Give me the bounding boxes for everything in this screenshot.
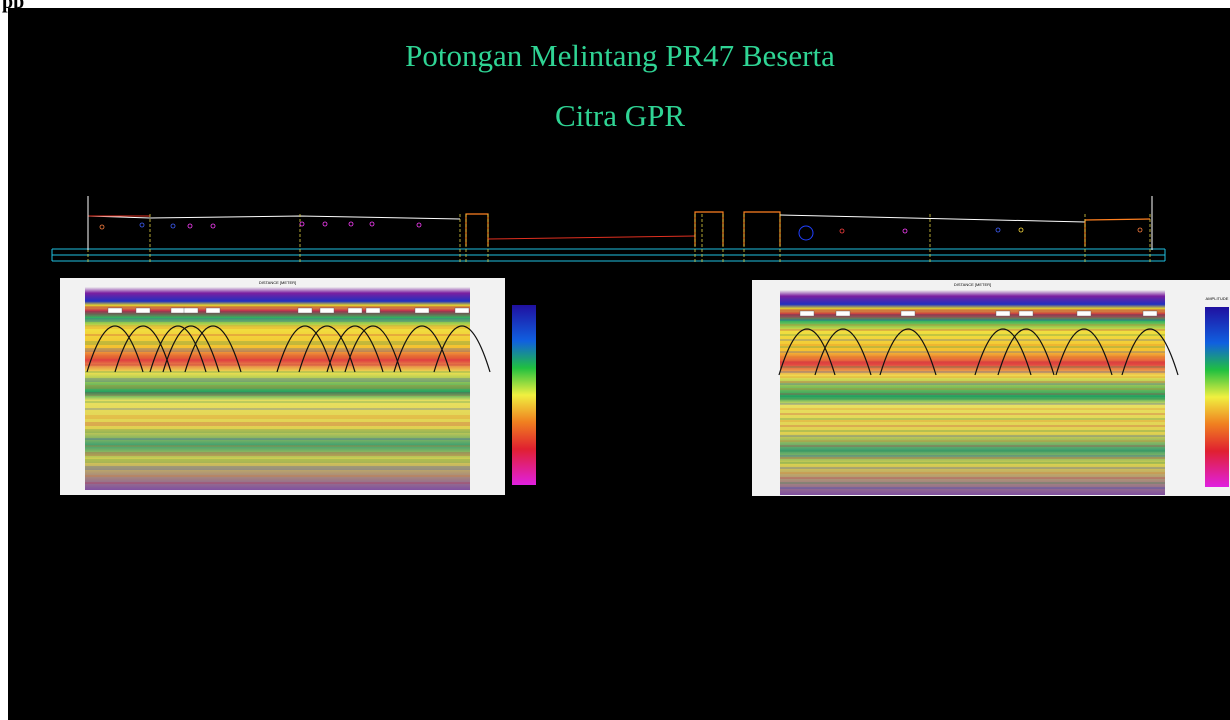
hyperbola-label (415, 308, 429, 313)
hyperbola-label (836, 311, 850, 316)
hyperbola-label (1019, 311, 1033, 316)
figures: DISTANCE [METER] AMPLITUDE DISTANCE [METER… (0, 0, 1230, 720)
pipe-marker (349, 222, 353, 226)
pipe-marker (417, 223, 421, 227)
hyperbola-label (184, 308, 198, 313)
hyperbola-label (136, 308, 150, 313)
pipe-marker (188, 224, 192, 228)
pipe-marker (100, 225, 104, 229)
legend-title: AMPLITUDE (513, 294, 536, 299)
hyperbola-label (455, 308, 469, 313)
hyperbola-label (298, 308, 312, 313)
pipe-marker (903, 229, 907, 233)
structure (744, 212, 780, 246)
ground-profile (488, 236, 695, 239)
radargram-image (780, 290, 1165, 495)
hyperbola-label (800, 311, 814, 316)
pipe-marker (1138, 228, 1142, 232)
hyperbola-label (108, 308, 122, 313)
hyperbola-label (1143, 311, 1157, 316)
x-axis-label: DISTANCE [METER] (259, 280, 296, 285)
pipe-marker (996, 228, 1000, 232)
structure (695, 212, 723, 246)
pipe-marker (370, 222, 374, 226)
pipe-marker (171, 224, 175, 228)
colorbar (512, 305, 536, 485)
hyperbola-label (366, 308, 380, 313)
ground-profile (780, 215, 1085, 222)
legend-title: AMPLITUDE (1206, 296, 1229, 301)
pipe-marker (840, 229, 844, 233)
structure (466, 214, 488, 246)
pipe-marker (799, 226, 813, 240)
pipe-marker (1019, 228, 1023, 232)
hyperbola-label (206, 308, 220, 313)
page: {"header": {"fragment": "pp"}, "title": … (0, 0, 1230, 720)
x-axis-label: DISTANCE [METER] (954, 282, 991, 287)
pipe-marker (140, 223, 144, 227)
hyperbola-label (901, 311, 915, 316)
hyperbola-label (1077, 311, 1091, 316)
structure (1085, 219, 1150, 246)
pipe-marker (323, 222, 327, 226)
hyperbola-label (348, 308, 362, 313)
pipe-marker (211, 224, 215, 228)
radargram-image (85, 287, 470, 490)
colorbar (1205, 307, 1229, 487)
hyperbola-label (996, 311, 1010, 316)
hyperbola-label (171, 308, 185, 313)
pipe-marker (300, 222, 304, 226)
hyperbola-label (320, 308, 334, 313)
